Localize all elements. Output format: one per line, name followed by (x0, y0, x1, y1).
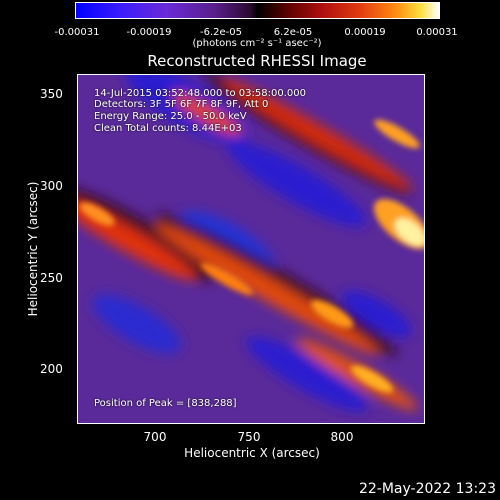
y-axis-label: Heliocentric Y (arcsec) (26, 181, 40, 317)
plot-timestamp: 22-May-2022 13:23 (358, 481, 496, 497)
colorbar-tick-label: -0.00019 (126, 27, 172, 38)
x-tick-label: 750 (237, 430, 261, 444)
x-axis-label: Heliocentric X (arcsec) (184, 446, 320, 460)
clean-counts-label: Clean Total counts: 8.44E+03 (94, 123, 242, 134)
detectors-label: Detectors: 3F 5F 6F 7F 8F 9F, Att 0 (94, 99, 269, 110)
colorbar-tick-label: -0.00031 (54, 27, 100, 38)
y-tick-label: 350 (40, 87, 63, 101)
y-tick-label: 300 (40, 179, 63, 193)
image-title: Reconstructed RHESSI Image (147, 52, 367, 70)
peak-position-label: Position of Peak = [838,288] (94, 398, 237, 409)
x-tick-label: 700 (143, 430, 167, 444)
y-tick-label: 250 (40, 271, 63, 285)
colorbar-tick-label: -6.2e-05 (200, 27, 242, 38)
colorbar-tick-label: 0.00031 (416, 27, 458, 38)
colorbar-tick-label: 6.2e-05 (273, 27, 313, 38)
x-tick-label: 800 (330, 430, 354, 444)
colorbar (75, 2, 440, 19)
rhessi-image-map (77, 74, 425, 424)
time-range-label: 14-Jul-2015 03:52:48.000 to 03:58:00.000 (94, 88, 306, 99)
energy-range-label: Energy Range: 25.0 - 50.0 keV (94, 111, 247, 122)
plot-frame (77, 74, 425, 424)
y-tick-label: 200 (40, 362, 63, 376)
colorbar-units: (photons cm⁻² s⁻¹ asec⁻²) (192, 38, 322, 49)
image-map-svg (77, 74, 425, 412)
colorbar-tick-label: 0.00019 (344, 27, 386, 38)
